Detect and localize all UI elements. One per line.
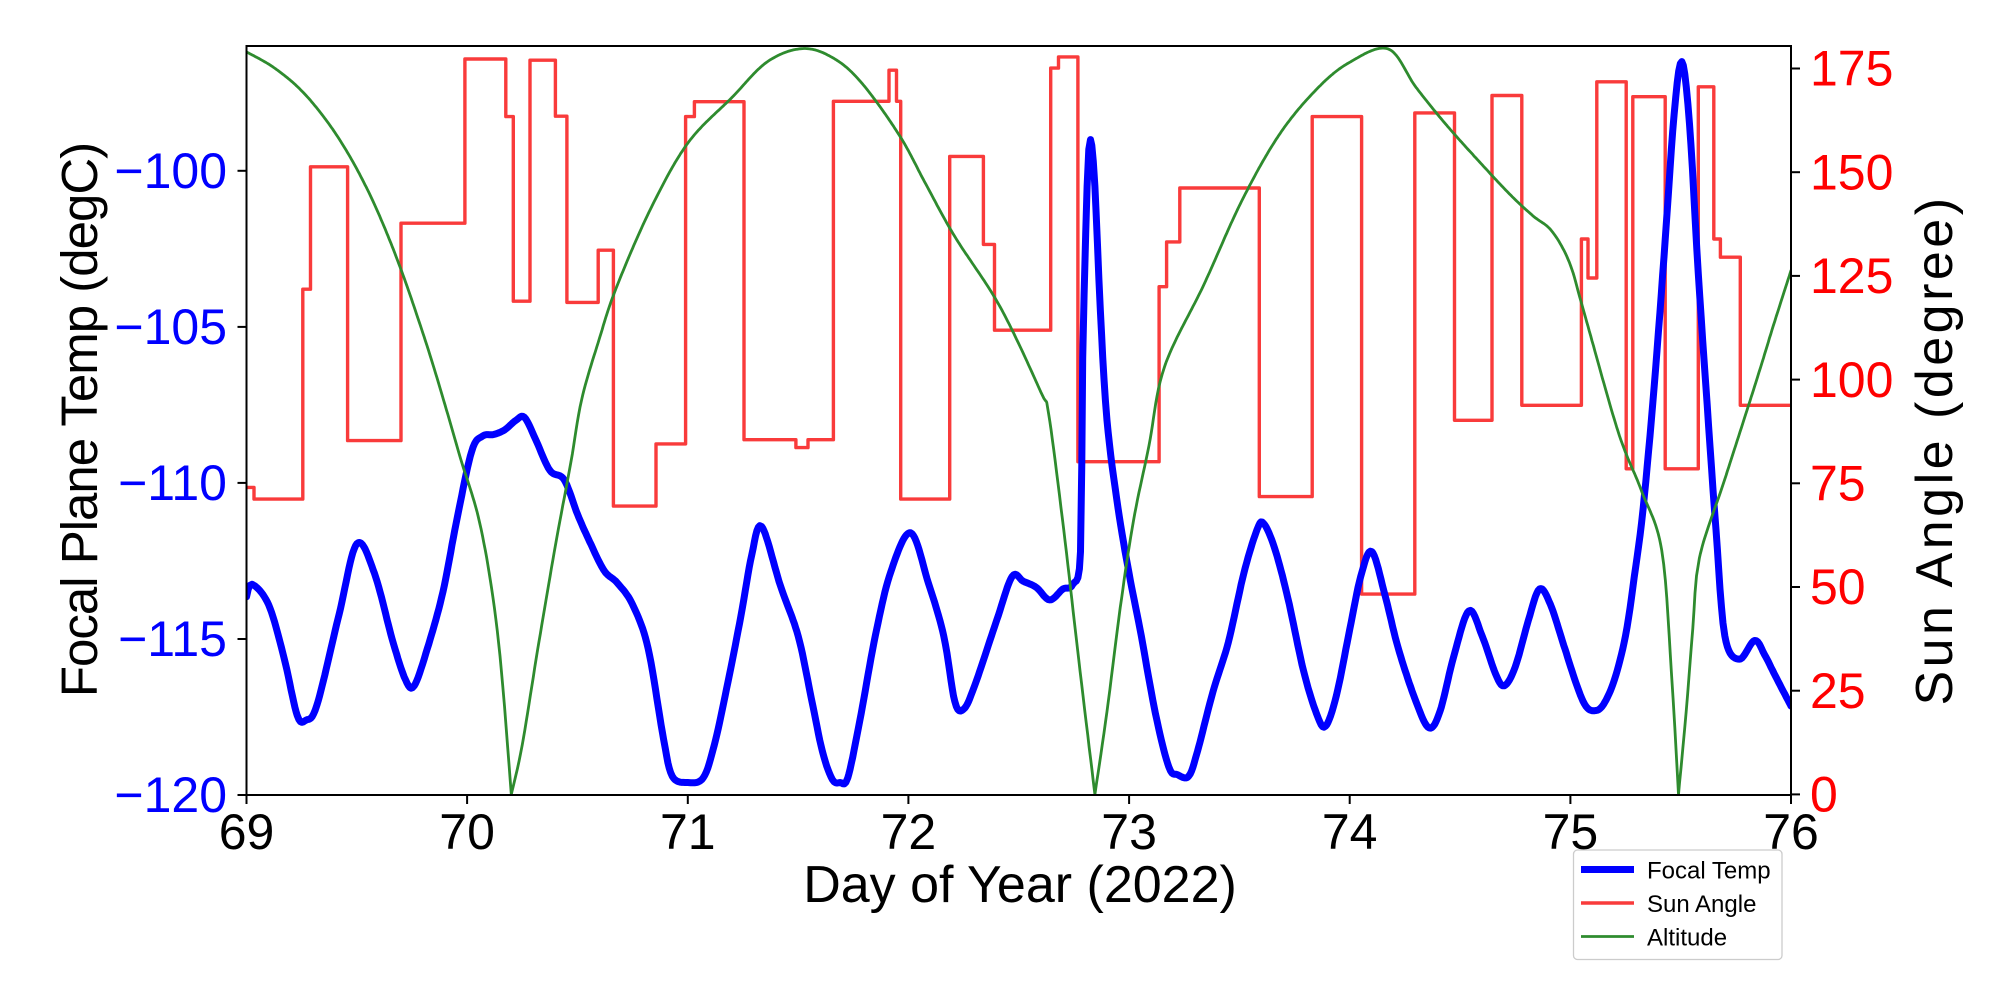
svg-text:Day of Year (2022): Day of Year (2022) bbox=[803, 856, 1237, 914]
svg-text:74: 74 bbox=[1322, 804, 1378, 860]
svg-text:72: 72 bbox=[881, 804, 937, 860]
svg-text:Focal Temp: Focal Temp bbox=[1647, 858, 1771, 885]
svg-text:75: 75 bbox=[1810, 456, 1866, 512]
svg-text:Sun Angle: Sun Angle bbox=[1647, 891, 1756, 918]
svg-text:−115: −115 bbox=[118, 611, 227, 667]
svg-text:Focal Plane Temp (degC): Focal Plane Temp (degC) bbox=[51, 143, 108, 697]
svg-text:150: 150 bbox=[1810, 144, 1893, 200]
svg-text:25: 25 bbox=[1810, 663, 1866, 719]
svg-text:−100: −100 bbox=[114, 143, 227, 199]
svg-text:−105: −105 bbox=[114, 299, 227, 355]
svg-text:Sun Angle (degree): Sun Angle (degree) bbox=[1906, 194, 1964, 705]
svg-text:Altitude: Altitude bbox=[1647, 925, 1727, 952]
svg-text:69: 69 bbox=[219, 804, 275, 860]
svg-text:70: 70 bbox=[439, 804, 495, 860]
svg-text:100: 100 bbox=[1810, 352, 1893, 408]
svg-text:0: 0 bbox=[1810, 767, 1838, 823]
svg-text:71: 71 bbox=[660, 804, 716, 860]
svg-text:125: 125 bbox=[1810, 248, 1893, 304]
svg-text:−110: −110 bbox=[118, 455, 227, 511]
svg-text:−120: −120 bbox=[114, 767, 227, 823]
svg-text:50: 50 bbox=[1810, 559, 1866, 615]
svg-text:175: 175 bbox=[1810, 41, 1893, 97]
svg-text:73: 73 bbox=[1101, 804, 1157, 860]
